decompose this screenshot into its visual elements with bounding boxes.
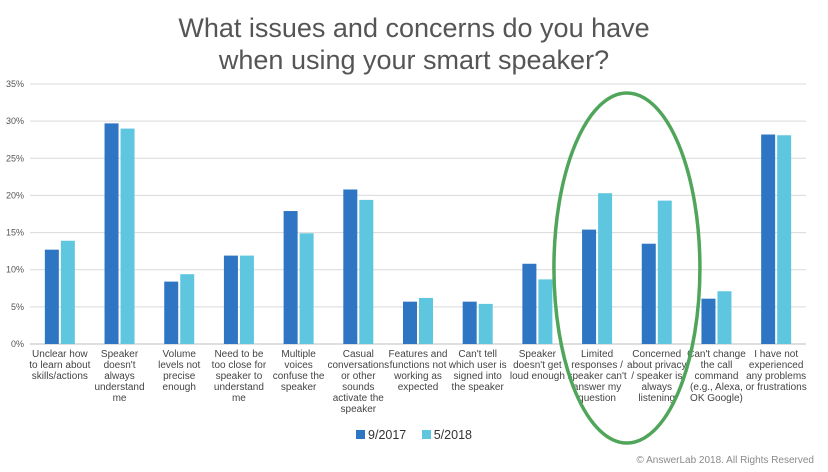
x-category-label: Speaker doesn't get loud enough [510,349,565,382]
copyright-notice: © AnswerLab 2018. All Rights Reserved [636,455,814,466]
legend-item-5-2018: 5/2018 [421,428,472,442]
bar-9-2017 [462,301,477,344]
legend-swatch-9-2017 [356,430,366,439]
x-category-label: Speaker doesn't always understand me [95,349,145,404]
y-tick-label: 30% [6,116,24,126]
bar-5-2018 [478,303,493,344]
y-tick-label: 25% [6,153,24,163]
y-tick-label: 20% [6,190,24,200]
bar-9-2017 [283,211,298,344]
x-category-label: I have not experienced any problems or frus… [746,349,807,393]
y-tick-label: 0% [11,339,24,349]
bar-5-2018 [299,233,314,344]
x-category-label: Features and functions not working as expec… [389,349,448,393]
legend-item-9-2017: 9/2017 [356,428,406,442]
x-category-label: Need to be too close for speaker to underst… [212,349,267,404]
legend-swatch-5-2018 [421,430,431,439]
bar-9-2017 [522,263,537,344]
legend-label-9-2017: 9/2017 [368,428,407,442]
bar-5-2018 [180,274,195,344]
y-tick-label: 15% [6,228,24,238]
bar-9-2017 [164,281,179,344]
bar-9-2017 [403,301,417,344]
y-tick-label: 10% [6,265,24,275]
chart-title-line-2: when using your smart speaker? [218,45,610,75]
bar-5-2018 [777,135,792,344]
bar-9-2017 [44,249,59,344]
x-category-label: Can't tell which user is signed into the sp… [448,349,507,393]
x-category-label: Concerned about privacy / speaker is always… [627,349,686,404]
bar-9-2017 [761,134,776,344]
bar-9-2017 [223,255,238,344]
bar-5-2018 [657,200,672,344]
bar-5-2018 [598,193,613,344]
bar-5-2018 [60,240,75,344]
bar-5-2018 [120,128,135,344]
x-category-label: Volume levels not precise enough [158,349,200,393]
bar-9-2017 [582,229,597,344]
bar-5-2018 [419,297,433,344]
bar-9-2017 [641,243,656,344]
x-category-label: Limited responses / speaker can't answer my… [567,349,626,404]
chart-title-line-1: What issues and concerns do you have [178,13,650,43]
bar-9-2017 [104,123,119,344]
x-category-label: Multiple voices confuse the speaker [273,349,325,393]
bar-5-2018 [717,291,732,344]
bar-5-2018 [239,255,254,344]
x-category-label: Unclear how to learn about skills/actions [29,349,90,382]
highlight-ellipse [552,91,702,445]
legend-label-5-2018: 5/2018 [433,428,472,442]
y-tick-label: 35% [6,79,24,89]
bar-9-2017 [701,298,716,344]
bar-5-2018 [359,199,374,344]
x-category-label: Can't change the call command (e.g., Alexa,… [687,349,746,404]
x-category-label: Casual conversations or other sounds activat… [327,349,389,415]
chart-legend: 9/2017 5/2018 [0,428,828,442]
bar-9-2017 [343,189,358,344]
bar-5-2018 [538,279,553,344]
y-tick-label: 5% [11,302,24,312]
